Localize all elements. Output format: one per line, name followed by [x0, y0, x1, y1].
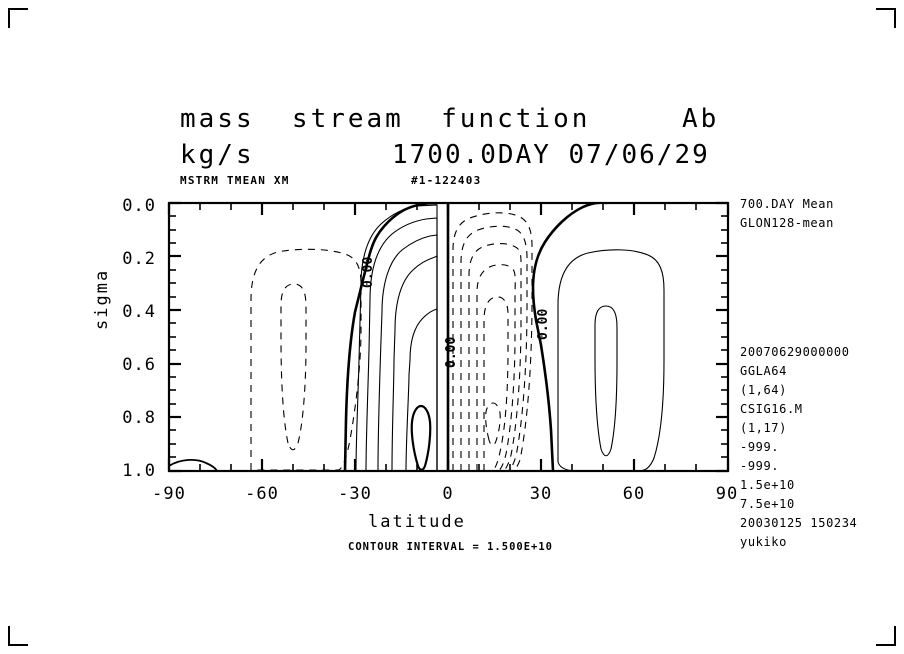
metadata-level-range: (1,17) [740, 421, 787, 435]
x-tick-label: -30 [338, 484, 372, 504]
contour-interval-caption: CONTOUR INTERVAL = 1.500E+10 [348, 541, 554, 553]
metadata-level-name: CSIG16.M [740, 402, 803, 416]
subtitle-right: #1-122403 [411, 174, 482, 187]
metadata-grid-name: GGLA64 [740, 364, 787, 378]
page-title: mass stream function [180, 104, 591, 134]
contour-cell-southern-polar-surface [170, 459, 218, 470]
contour-cell-southern-hadley [355, 204, 438, 470]
crop-mark-top-right [876, 8, 896, 28]
metadata-author: yukiko [740, 535, 787, 549]
y-tick-label: 0.8 [122, 408, 156, 428]
corner-code-label: Ab [682, 104, 720, 134]
x-tick-label: 60 [622, 484, 646, 504]
y-tick-label: 1.0 [122, 461, 156, 481]
metadata-created: 20030125 150234 [740, 516, 858, 530]
contour-cell-southern-ferrel [250, 248, 362, 470]
crop-mark-top-left [8, 8, 28, 28]
metadata-contour-min: 1.5e+10 [740, 478, 795, 492]
x-tick-label: 30 [529, 484, 553, 504]
contour-cell-northern-ferrel [557, 249, 665, 470]
x-tick-label: -90 [152, 484, 186, 504]
y-tick-label: 0.4 [122, 302, 156, 322]
y-tick-label: 0.2 [122, 249, 156, 269]
zero-contour-lines [343, 204, 607, 470]
crop-mark-bottom-left [8, 626, 28, 646]
contour-core-southern-hadley [410, 404, 432, 470]
metadata-timestamp: 20070629000000 [740, 345, 850, 359]
y-tick-label: 0.6 [122, 355, 156, 375]
contour-label-group: 0.00 0.00 0.00 [361, 257, 551, 368]
subtitle-left: MSTRM TMEAN XM [180, 174, 290, 187]
x-tick-label: -60 [245, 484, 279, 504]
y-tick-label: 0.0 [122, 196, 156, 216]
run-label: 1700.0DAY 07/06/29 [392, 140, 710, 170]
x-tick-label: 0 [442, 484, 454, 504]
x-axis-title: latitude [368, 512, 466, 532]
metadata-grid-range: (1,64) [740, 383, 787, 397]
metadata-missing-2: -999. [740, 459, 780, 473]
units-label: kg/s [180, 140, 255, 170]
metadata-glon: GLON128-mean [740, 216, 834, 230]
contour-label-zero-equator: 0.00 [444, 337, 459, 368]
metadata-missing-1: -999. [740, 440, 780, 454]
contour-cell-northern-hadley [452, 212, 533, 470]
contour-label-zero-south: 0.00 [361, 257, 376, 288]
x-tick-label: 90 [715, 484, 739, 504]
contour-label-zero-north: 0.00 [536, 309, 551, 340]
metadata-mean-period: 700.DAY Mean [740, 197, 834, 211]
crop-mark-bottom-right [876, 626, 896, 646]
metadata-contour-max: 7.5e+10 [740, 497, 795, 511]
